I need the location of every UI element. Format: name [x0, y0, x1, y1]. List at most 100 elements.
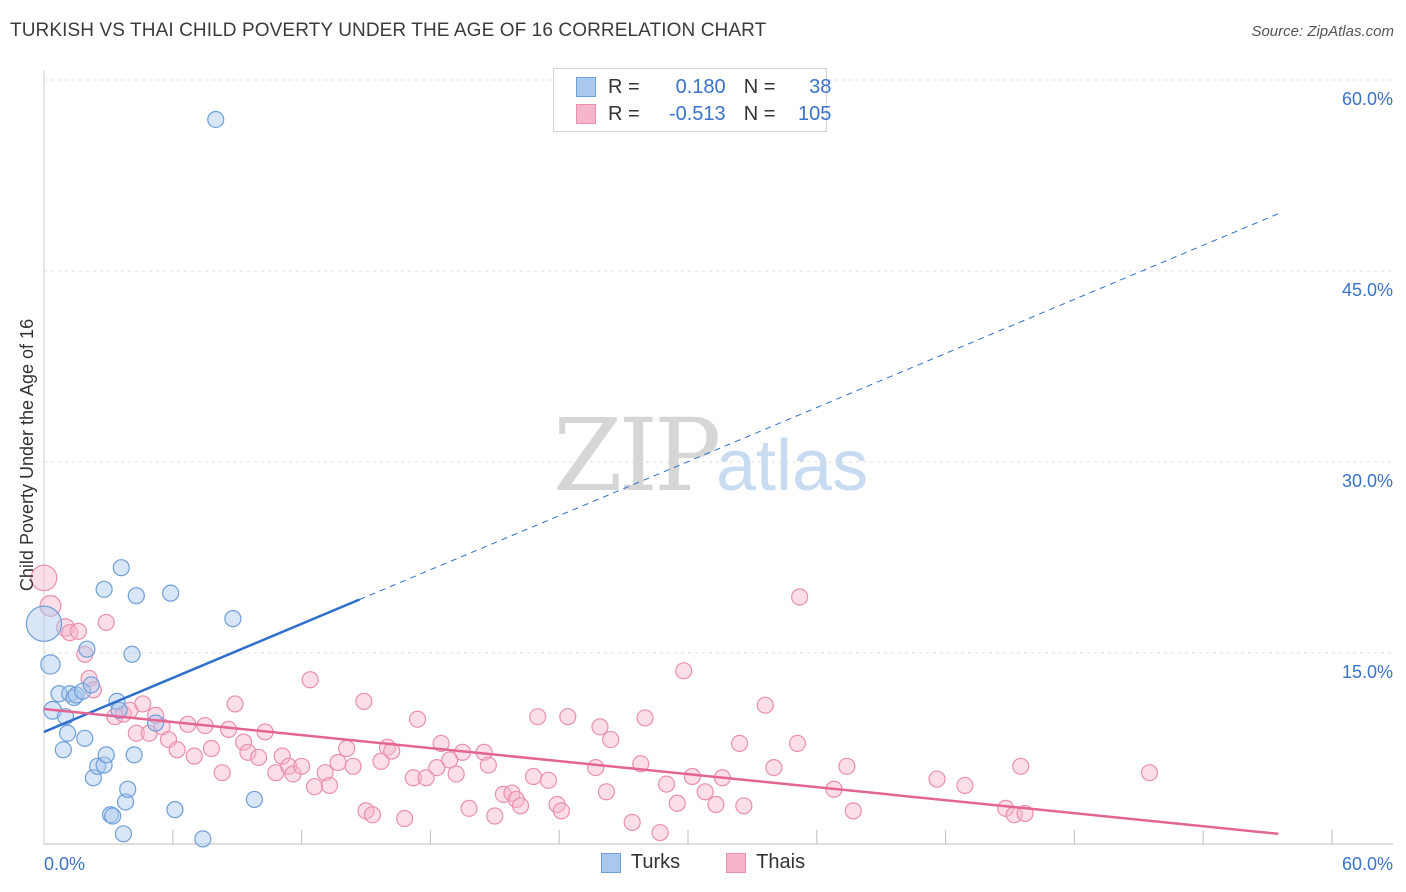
- thais-point: [494, 785, 512, 803]
- turks-swatch: [576, 77, 596, 97]
- thais-point: [61, 624, 79, 642]
- series-legend: Turks Thais: [0, 851, 1406, 874]
- thais-point: [651, 823, 669, 842]
- turks-point: [25, 605, 63, 642]
- thais-point: [30, 564, 58, 592]
- thais-point: [363, 806, 382, 824]
- thais-point: [69, 622, 87, 640]
- thais-point: [838, 757, 856, 775]
- thais-point: [1012, 757, 1030, 775]
- legend-item-turks[interactable]: Turks: [600, 851, 681, 874]
- thais-n-value: 105: [798, 102, 832, 125]
- thais-point: [735, 797, 753, 815]
- thais-point: [408, 710, 427, 728]
- turks-r-label: R =: [608, 75, 640, 98]
- turks-point: [114, 825, 133, 843]
- thais-point: [623, 813, 641, 831]
- thais-n-label: N =: [743, 102, 776, 125]
- thais-point: [396, 809, 414, 828]
- turks-point: [78, 640, 96, 658]
- thais-point: [320, 776, 339, 795]
- thais-point: [127, 724, 145, 742]
- turks-n-value: 38: [809, 75, 832, 98]
- turks-point: [82, 676, 100, 694]
- turks-point: [76, 729, 94, 747]
- thais-point: [460, 799, 478, 817]
- thais-point: [524, 767, 543, 786]
- turks-legend-label: Turks: [630, 851, 681, 873]
- thais-point: [486, 807, 504, 825]
- turks-point: [224, 610, 242, 628]
- thais-point: [134, 695, 152, 713]
- thais-point: [338, 739, 356, 758]
- thais-point: [417, 769, 435, 787]
- y-tick-label: 60.0%: [1342, 89, 1393, 109]
- y-tick-label: 30.0%: [1342, 471, 1393, 491]
- thais-point: [844, 802, 862, 820]
- turks-point: [74, 682, 92, 700]
- thais-point: [355, 692, 373, 710]
- source-label: Source: ZipAtlas.com: [1251, 23, 1394, 40]
- turks-point: [112, 559, 130, 577]
- thais-point: [293, 757, 311, 775]
- thais-legend-swatch: [726, 852, 747, 873]
- turks-r-value: 0.180: [675, 75, 726, 98]
- thais-point: [730, 734, 749, 753]
- thais-r-label: R =: [608, 102, 640, 125]
- thais-point: [552, 802, 570, 820]
- y-tick-label: 45.0%: [1342, 280, 1393, 300]
- regression-lines: [43, 213, 1279, 836]
- turks-points: [25, 110, 263, 848]
- thais-r-value: -0.513: [668, 102, 726, 125]
- turks-legend-swatch: [600, 852, 621, 873]
- turks-point: [207, 110, 225, 129]
- thais-point: [329, 753, 347, 772]
- y-tick-labels: 15.0% 30.0% 45.0% 60.0%: [1342, 89, 1393, 682]
- turks-point: [119, 780, 137, 798]
- legend-row-turks: R = 0.180 N = 38: [576, 74, 831, 100]
- thais-point: [788, 734, 807, 753]
- thais-point: [185, 747, 203, 765]
- thais-point: [511, 797, 530, 815]
- x-tick-label-min: 0.0%: [44, 854, 85, 874]
- thais-point: [657, 775, 676, 793]
- turks-point: [116, 793, 135, 811]
- thais-point: [305, 778, 324, 796]
- turks-n-label: N =: [743, 75, 776, 98]
- thais-point: [428, 758, 446, 777]
- thais-swatch: [576, 104, 596, 124]
- thais-point: [372, 752, 390, 770]
- thais-point: [597, 783, 616, 801]
- turks-point: [162, 584, 180, 602]
- chart-title: TURKISH VS THAI CHILD POVERTY UNDER THE …: [10, 20, 767, 41]
- thais-point: [529, 708, 547, 726]
- thais-point: [707, 795, 725, 814]
- thais-point: [668, 794, 686, 812]
- turks-regression-extension: [359, 213, 1279, 600]
- thais-point: [956, 776, 974, 795]
- thais-regression-line: [43, 707, 1279, 836]
- thais-point: [791, 588, 809, 606]
- thais-point: [683, 767, 701, 786]
- thais-point: [97, 613, 115, 632]
- thais-point: [202, 739, 221, 758]
- thais-point: [602, 730, 620, 749]
- turks-point: [147, 714, 165, 732]
- thais-point: [1140, 764, 1159, 782]
- thais-point: [587, 758, 605, 777]
- thais-points: [30, 564, 1159, 842]
- turks-point: [125, 746, 143, 764]
- turks-point: [166, 801, 184, 819]
- y-tick-label: 15.0%: [1342, 662, 1393, 682]
- legend-item-thais[interactable]: Thais: [726, 851, 805, 874]
- thais-point: [675, 662, 693, 680]
- turks-point: [40, 654, 61, 675]
- turks-point: [110, 701, 128, 719]
- thais-point: [235, 733, 253, 751]
- thais-point: [928, 770, 946, 788]
- thais-point: [301, 671, 319, 689]
- thais-point: [250, 748, 268, 767]
- thais-point: [447, 765, 465, 783]
- thais-point: [997, 799, 1015, 817]
- thais-point: [539, 771, 558, 789]
